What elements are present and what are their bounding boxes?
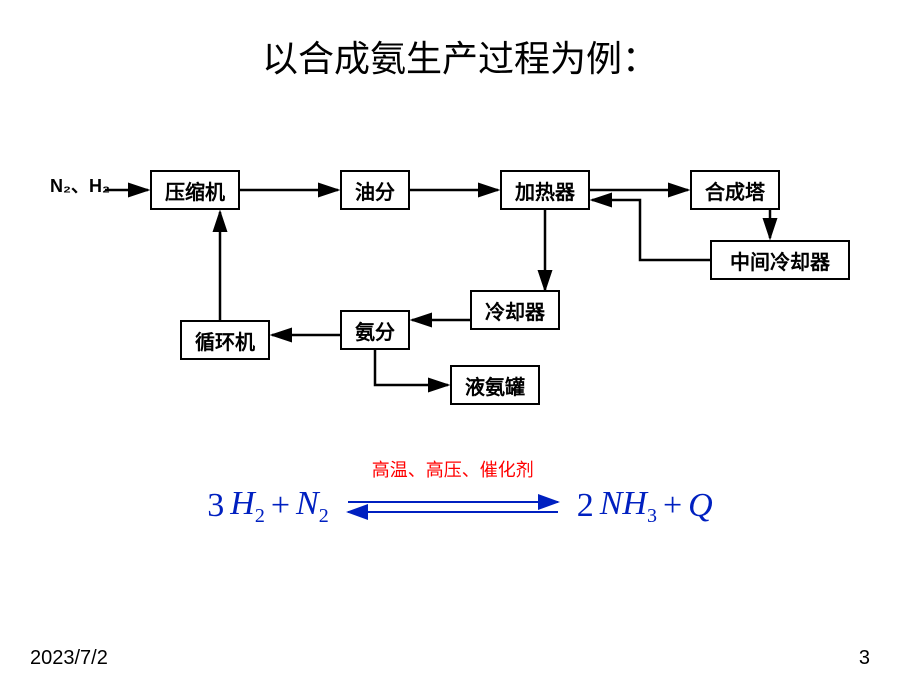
eq-nh3: NH3 — [600, 485, 657, 528]
node-circulator: 循环机 — [180, 320, 270, 360]
node-compressor: 压缩机 — [150, 170, 240, 210]
node-tank: 液氨罐 — [450, 365, 540, 405]
node-reactor: 合成塔 — [690, 170, 780, 210]
eq-h2: H2 — [230, 485, 265, 528]
eq-n2: N2 — [296, 485, 329, 528]
node-ammsep: 氨分 — [340, 310, 410, 350]
eq-coef-1: 3 — [207, 487, 224, 525]
node-intercooler: 中间冷却器 — [710, 240, 850, 280]
slide-title: 以合成氨生产过程为例： — [0, 30, 920, 82]
eq-plus-1: + — [271, 487, 290, 525]
equation: 3H2 + N2 高温、高压、催化剂 2NH3 + Q — [0, 485, 920, 528]
eq-plus-2: + — [663, 487, 682, 525]
footer-page: 3 — [859, 647, 870, 670]
eq-q: Q — [688, 487, 713, 525]
node-cooler: 冷却器 — [470, 290, 560, 330]
footer-date: 2023/7/2 — [30, 647, 108, 670]
node-heater: 加热器 — [500, 170, 590, 210]
eq-coef-2: 2 — [577, 487, 594, 525]
eq-condition: 高温、高压、催化剂 — [372, 456, 534, 482]
eq-arrows: 高温、高压、催化剂 — [343, 486, 563, 526]
flowchart: N₂、H₂ 压缩机 油分 加热器 合成塔 中间冷却器 冷却器 氨分 — [50, 150, 870, 410]
node-oilsep: 油分 — [340, 170, 410, 210]
